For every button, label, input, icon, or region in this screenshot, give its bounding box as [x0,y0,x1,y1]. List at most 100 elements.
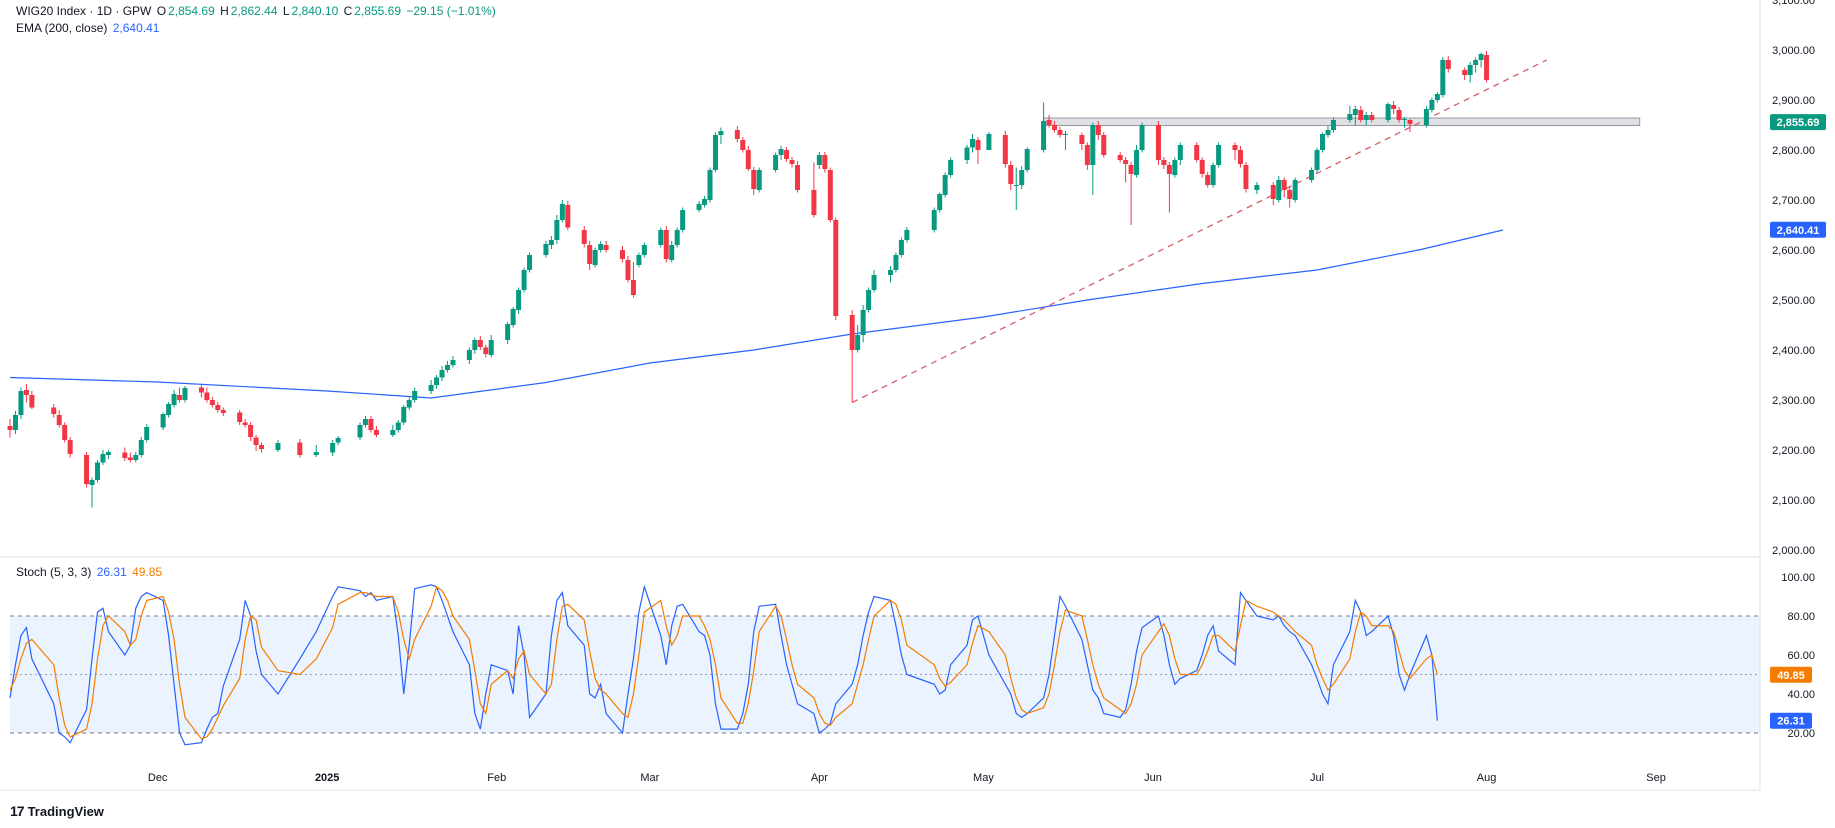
candle [1216,142,1222,168]
price-tick-label: 2,400.00 [1772,345,1815,357]
candle [1210,162,1216,188]
candle [702,196,708,208]
candle [204,387,210,403]
stochastic-pane [0,584,1760,791]
candle-body [95,462,100,480]
price-badge-text: 2,855.69 [1777,117,1820,129]
candle [773,152,779,173]
stoch-k-value: 26.31 [96,565,127,579]
candle-body [362,419,368,425]
price-badge-bg [1770,221,1826,238]
candle-body [127,457,133,460]
candle [1079,132,1085,150]
candle-body [1402,119,1408,120]
candle [160,412,166,430]
candle-body [357,425,363,438]
candle-body [204,392,210,400]
candle [439,366,445,381]
candle [67,437,73,458]
candle-body [1166,165,1172,174]
candle [406,397,412,410]
time-tick-label: Sep [1646,772,1666,784]
candle-body [1254,185,1260,190]
candle [390,425,396,437]
candle-body [1002,135,1008,164]
candle [603,241,609,253]
candle-body [1434,94,1440,100]
candle-body [636,255,642,265]
candle [811,162,817,218]
candle [1429,97,1435,113]
candle-body [1369,115,1375,120]
candle [412,387,418,403]
candle [209,397,215,408]
candle [1391,101,1397,114]
candle-body [559,204,565,220]
candle-body [1363,115,1369,120]
candle-body [138,440,144,455]
candle [527,252,533,273]
candle [669,241,675,263]
candle-body [368,419,374,430]
tradingview-branding[interactable]: 17 TradingView [10,803,104,819]
candle-body [144,427,150,440]
candle [554,215,560,244]
candle-body [1172,160,1178,175]
candle-body [789,160,795,164]
candle-body [696,204,702,210]
candle-body [702,199,708,205]
price-badge-bg [1770,114,1826,131]
candle [636,252,642,268]
candle [1194,142,1200,163]
candle-body [893,255,899,270]
candle [466,347,472,364]
candle [1363,112,1369,125]
candle [253,435,259,451]
candle-body [7,426,13,430]
candle [297,439,303,458]
price-tick-label: 2,000.00 [1772,545,1815,557]
candle-body [516,290,522,310]
candle-body [592,250,598,265]
time-tick-label: 2025 [315,772,339,784]
price-tick-label: 2,100.00 [1772,495,1815,507]
candle-body [712,135,718,170]
candle [248,422,254,441]
candle [89,477,95,508]
candle-body [67,440,73,454]
candle [1330,117,1336,133]
time-tick-label: Dec [148,772,168,784]
candle [658,227,664,248]
candle-body [1041,121,1047,150]
ema-label: EMA (200, close) [16,21,108,35]
candle [483,345,489,358]
candle-body [209,400,215,405]
candle [887,266,893,283]
candle [1205,172,1211,188]
candle-body [778,149,784,155]
candle-body [220,410,226,413]
candle [373,426,379,438]
candle [62,422,68,443]
candle-body [1128,165,1134,174]
stoch-tick-label: 60.00 [1787,650,1815,662]
candle-body [242,422,248,425]
candle [1309,167,1315,183]
candle-body [1062,134,1068,135]
candle-body [62,425,68,440]
high-label: H [220,4,229,18]
ema-value: 2,640.41 [112,21,160,35]
candle [237,410,243,425]
candle [712,132,718,173]
candle-body [105,452,111,455]
candle-body [598,244,604,250]
candle-body [166,404,172,415]
candle [171,390,177,408]
candle-body [1237,150,1243,164]
low-value: 2,840.10 [291,4,339,18]
candle-body [1352,109,1358,115]
candle-body [1013,185,1019,186]
candle [975,137,981,164]
candle-body [1155,125,1161,160]
